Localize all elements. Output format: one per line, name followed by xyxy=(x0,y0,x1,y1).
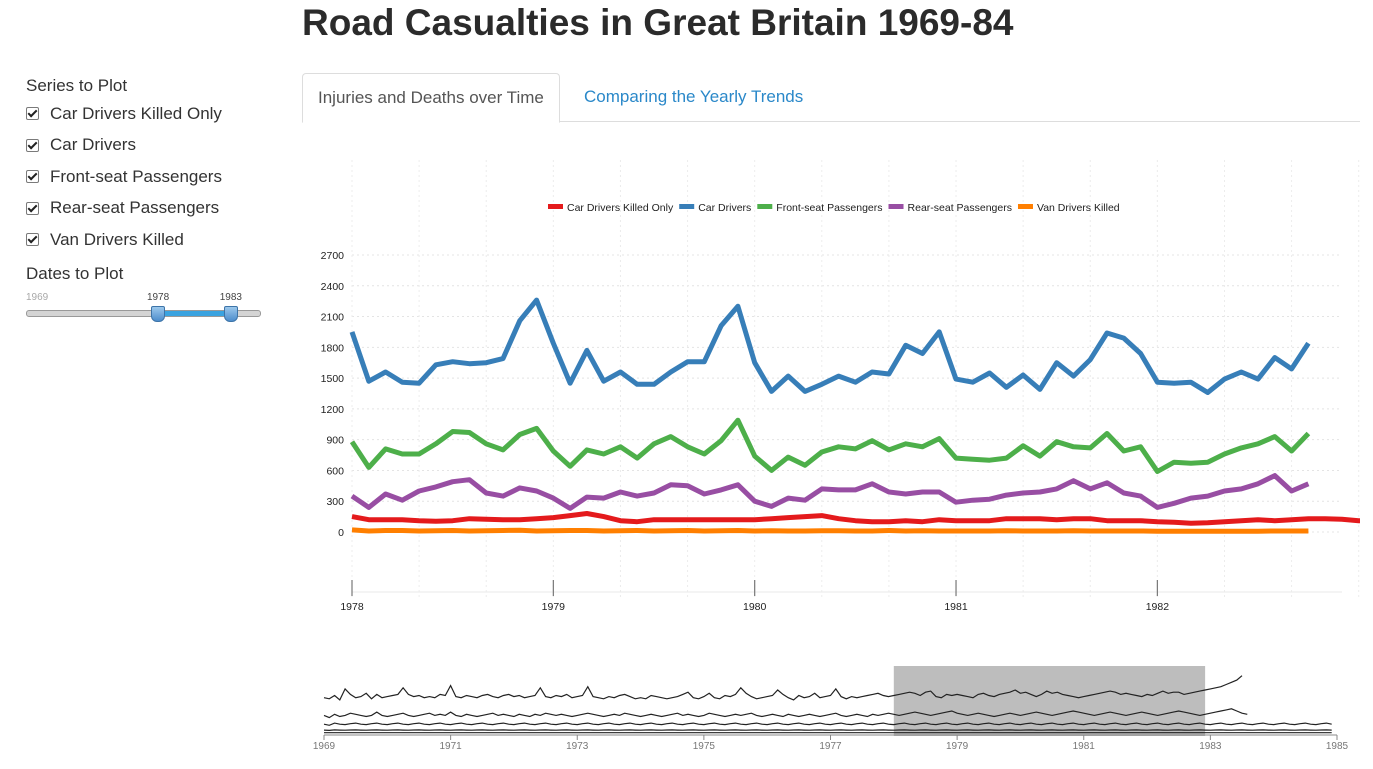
series-line-rear-seat-passengers xyxy=(350,473,1310,511)
checkbox-car-drivers[interactable] xyxy=(26,138,39,152)
x-tick-label: 1981 xyxy=(944,601,968,613)
legend-swatch xyxy=(679,204,695,209)
y-tick-label: 1200 xyxy=(321,404,345,416)
tab-yearly-trends[interactable]: Comparing the Yearly Trends xyxy=(584,87,804,106)
legend-swatch xyxy=(888,204,904,209)
slider-min-label: 1969 xyxy=(26,291,49,303)
checkbox-front-seat-passengers[interactable] xyxy=(26,170,39,184)
y-tick-label: 2100 xyxy=(321,312,345,324)
x-tick-label: 1979 xyxy=(542,601,566,613)
chart-legend: Car Drivers Killed Only Car Drivers Front-… xyxy=(548,202,1120,214)
x-tick-label: 1980 xyxy=(743,601,767,613)
navigator-series-line xyxy=(323,722,1332,726)
y-tick-label: 1500 xyxy=(321,373,345,385)
time-series-chart: 0 300 600 900 1200 1500 1800 2100 2400 2700 1978 19… xyxy=(321,160,1360,613)
y-tick-label: 900 xyxy=(326,435,344,447)
navigator-series-line xyxy=(323,729,1332,732)
slider-handle-to[interactable] xyxy=(223,305,238,322)
navigator-x-tick-label: 1969 xyxy=(313,741,336,752)
series-line-van-drivers-killed xyxy=(351,527,1309,534)
y-tick-label: 2400 xyxy=(321,281,345,293)
date-range-slider[interactable]: 1969 1978 1983 xyxy=(26,290,276,330)
checkbox-rear-seat-passengers[interactable] xyxy=(26,201,39,215)
tab-bar: Injuries and Deaths over Time Comparing … xyxy=(302,73,1360,123)
series-heading: Series to Plot xyxy=(26,76,128,95)
checkbox-label: Car Drivers Killed Only xyxy=(50,103,222,123)
navigator-x-tick-label: 1975 xyxy=(693,741,716,752)
series-line-car-drivers-killed-only xyxy=(351,511,1360,526)
series-line-car-drivers xyxy=(349,297,1311,395)
series-line-front-seat-passengers xyxy=(349,417,1311,474)
dates-heading: Dates to Plot xyxy=(26,263,124,283)
slider-track[interactable] xyxy=(26,309,261,317)
checkbox-row-car-drivers[interactable]: Car Drivers xyxy=(26,130,276,162)
navigator-x-tick-label: 1985 xyxy=(1326,741,1349,752)
navigator-x-tick-label: 1979 xyxy=(946,741,969,752)
slider-from-label: 1978 xyxy=(146,291,170,303)
navigator-series-line xyxy=(323,675,1243,701)
legend-swatch xyxy=(757,204,773,209)
checkbox-label: Car Drivers xyxy=(50,135,136,155)
range-navigator-chart[interactable]: 1969 1971 1973 1975 1977 1979 1981 1983 1985 xyxy=(302,658,1360,758)
checkbox-row-car-drivers-killed-only[interactable]: Car Drivers Killed Only xyxy=(26,98,276,130)
slider-handle-from[interactable] xyxy=(151,305,166,322)
checkbox-row-front-seat-passengers[interactable]: Front-seat Passengers xyxy=(26,161,276,193)
navigator-selection xyxy=(893,666,1206,736)
checkbox-row-rear-seat-passengers[interactable]: Rear-seat Passengers xyxy=(26,193,276,225)
slider-to-label: 1983 xyxy=(219,291,242,303)
checkbox-row-van-drivers-killed[interactable]: Van Drivers Killed xyxy=(26,224,276,256)
slider-selected-range xyxy=(158,310,231,316)
y-tick-label: 2700 xyxy=(321,250,345,262)
legend-label: Car Drivers Killed Only xyxy=(567,202,674,214)
legend-swatch xyxy=(1017,204,1033,209)
checkbox-label: Van Drivers Killed xyxy=(50,229,184,249)
x-tick-label: 1978 xyxy=(340,601,364,613)
page-title: Road Casualties in Great Britain 1969-84 xyxy=(302,2,1014,43)
legend-label: Front-seat Passengers xyxy=(776,202,882,214)
y-tick-label: 600 xyxy=(326,465,344,477)
navigator-x-tick-label: 1973 xyxy=(566,741,589,752)
y-tick-label: 0 xyxy=(338,527,344,539)
y-tick-label: 300 xyxy=(326,496,344,508)
x-tick-label: 1982 xyxy=(1146,601,1170,613)
y-tick-label: 1800 xyxy=(321,342,345,354)
tab-injuries-and-deaths[interactable]: Injuries and Deaths over Time xyxy=(302,73,560,123)
legend-label: Van Drivers Killed xyxy=(1037,202,1120,214)
checkbox-label: Front-seat Passengers xyxy=(50,166,222,186)
checkbox-car-drivers-killed-only[interactable] xyxy=(26,107,39,121)
navigator-x-tick-label: 1977 xyxy=(819,741,842,752)
legend-label: Rear-seat Passengers xyxy=(908,202,1012,214)
legend-swatch xyxy=(548,204,563,209)
checkbox-label: Rear-seat Passengers xyxy=(50,198,220,218)
navigator-series-line xyxy=(323,708,1248,719)
navigator-x-tick-label: 1981 xyxy=(1073,741,1096,752)
legend-label: Car Drivers xyxy=(698,202,751,214)
sidebar: Series to Plot Car Drivers Killed Only Ca… xyxy=(26,74,276,330)
navigator-x-tick-label: 1983 xyxy=(1199,741,1222,752)
navigator-x-tick-label: 1971 xyxy=(440,741,463,752)
series-checkbox-list: Car Drivers Killed Only Car Drivers Front-… xyxy=(26,98,276,256)
checkbox-van-drivers-killed[interactable] xyxy=(26,233,39,247)
